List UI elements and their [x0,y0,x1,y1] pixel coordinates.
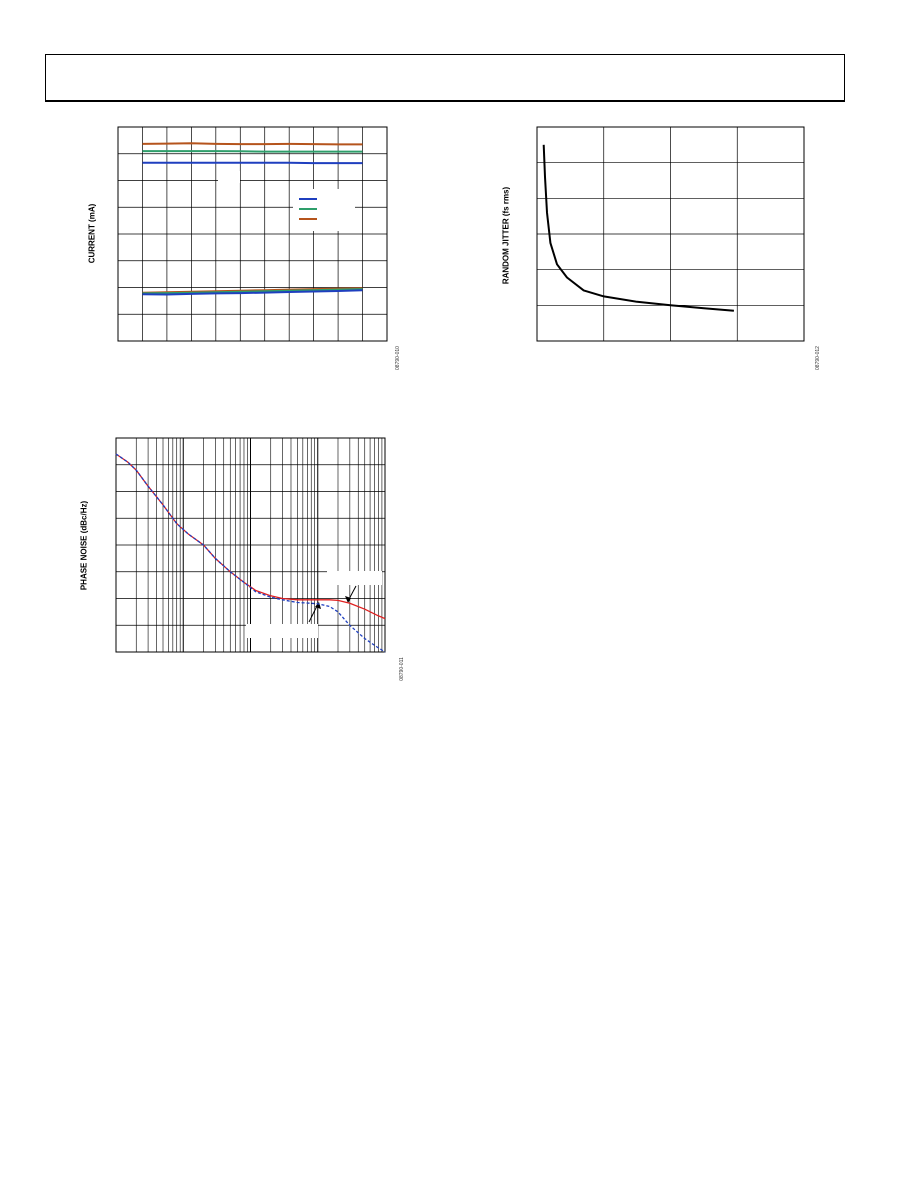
current-ylabel: CURRENT (mA) [87,203,97,264]
jitter-series-line [542,144,734,312]
current-figure-code: 08790-010 [395,346,401,370]
jitter-chart [536,126,805,342]
jitter-ylabel: RANDOM JITTER (fs rms) [501,186,511,285]
phase-noise-annotation-box-lower [246,624,318,638]
current-series-line [142,142,363,146]
phase-noise-annotation-box-upper [327,571,382,585]
current-series-line [142,288,363,295]
page-header-box [45,54,845,102]
phase-noise-chart [115,437,386,653]
current-series-line [142,289,363,296]
phase-noise-ylabel: PHASE NOISE (dBc/Hz) [79,500,89,591]
phase-noise-arrowhead-upper [345,596,351,603]
current-note-box [218,171,240,183]
current-series-line [142,150,363,153]
current-chart [117,126,388,342]
jitter-figure-code: 08790-012 [815,346,821,370]
phase-noise-figure-code: 08790-011 [399,657,405,681]
phase-noise-series-line [115,453,386,653]
